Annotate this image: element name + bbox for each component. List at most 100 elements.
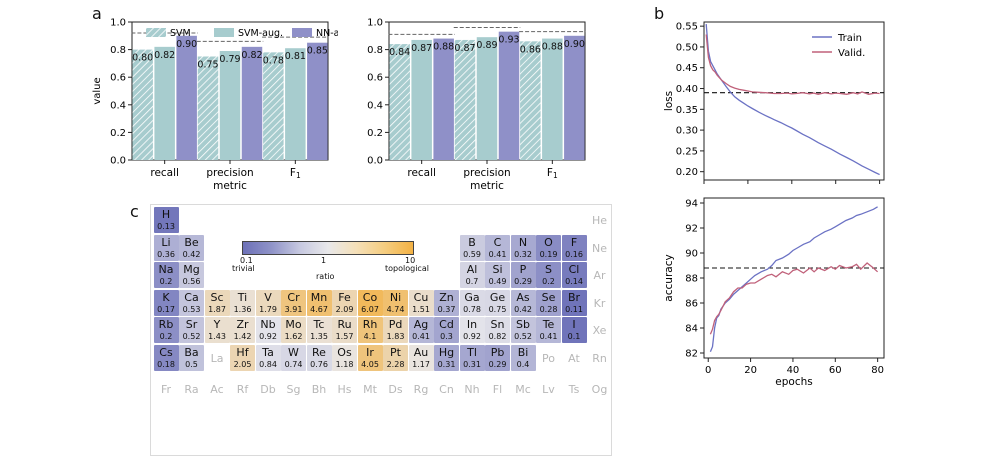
element-ratio: 0.7: [465, 277, 479, 286]
element-symbol: Nh: [464, 383, 480, 396]
element-symbol: Au: [413, 345, 429, 359]
element-Kr: Kr: [587, 290, 612, 316]
element-symbol: Po: [542, 351, 555, 365]
x-tick-label: 60: [829, 365, 842, 376]
y-axis-label: accuracy: [663, 254, 675, 301]
y-tick-label: 0.6: [110, 73, 126, 84]
element-symbol: Na: [158, 263, 174, 276]
element-In: In 0.92: [459, 317, 485, 343]
element-Cd: Cd 0.3: [434, 317, 459, 343]
bar: [433, 38, 454, 160]
element-symbol: Li: [161, 235, 171, 249]
element-Au: Au 1.17: [408, 344, 434, 371]
bar-value-label: 0.88: [542, 42, 563, 53]
element-I: I 0.1: [561, 317, 587, 343]
x-tick-label: F1: [547, 167, 558, 180]
element-ratio: 0.92: [463, 332, 481, 341]
element-symbol: C: [493, 235, 502, 249]
element-Rn: Rn: [587, 345, 612, 371]
element-Ni: Ni 4.74: [383, 289, 408, 316]
bar-value-label: 0.89: [476, 40, 497, 51]
element-Be: Be 0.42: [179, 234, 204, 261]
element-As: As 0.42: [510, 289, 536, 316]
element-symbol: Hs: [337, 383, 352, 396]
bar-value-label: 0.81: [285, 51, 306, 62]
element-Li: Li 0.36: [153, 234, 179, 261]
bar-value-label: 0.78: [263, 55, 284, 66]
y-tick-label: 1.0: [110, 18, 126, 29]
y-tick-label: 0.45: [676, 63, 698, 74]
element-symbol: Br: [567, 290, 581, 304]
y-tick-label: 0.25: [676, 146, 698, 157]
colorbar-label: ratio: [316, 272, 335, 281]
y-tick-label: 0.2: [367, 128, 383, 139]
element-Na: Na 0.2: [153, 262, 179, 288]
element-symbol: Ge: [489, 290, 506, 304]
element-K: K 0.17: [153, 289, 179, 316]
bar: [476, 37, 498, 160]
element-symbol: Cl: [568, 263, 580, 276]
element-Nb: Nb 0.92: [255, 317, 281, 343]
element-Mo: Mo 1.62: [281, 317, 306, 343]
y-tick-label: 88: [685, 274, 698, 285]
element-symbol: Os: [337, 345, 352, 359]
colorbar-right-label: topological: [385, 264, 429, 273]
element-Tl: Tl 0.31: [459, 344, 485, 371]
y-tick-label: 0.2: [110, 128, 126, 139]
element-symbol: Tl: [467, 345, 477, 359]
element-Si: Si 0.49: [485, 262, 510, 288]
element-symbol: H: [161, 208, 171, 221]
y-tick-label: 1.0: [367, 18, 383, 29]
valid-series-line: [705, 34, 880, 95]
element-Hg: Hg 0.31: [434, 344, 459, 371]
x-tick-label: 0: [705, 365, 711, 376]
y-axis-label: loss: [663, 91, 675, 111]
train-series-line: [705, 24, 880, 176]
element-symbol: N: [518, 235, 528, 249]
element-Tc: Tc 1.35: [306, 317, 332, 343]
element-ratio: 4.05: [361, 359, 379, 369]
element-symbol: Fe: [338, 290, 351, 304]
element-ratio: 0.18: [157, 359, 175, 369]
element-ratio: 2.28: [386, 359, 405, 369]
bar-value-label: 0.79: [219, 54, 240, 65]
element-Ca: Ca 0.53: [179, 289, 204, 316]
x-axis-label: epochs: [775, 376, 812, 388]
element-Ag: Ag 0.41: [408, 317, 434, 343]
bar: [176, 35, 197, 160]
element-ratio: 0.59: [463, 249, 481, 259]
element-symbol: Si: [492, 263, 503, 276]
bar-value-label: 0.93: [498, 35, 519, 46]
bar: [498, 31, 520, 160]
element-symbol: Ts: [568, 383, 580, 396]
element-Cs: Cs 0.18: [153, 344, 179, 371]
element-Pd: Pd 1.83: [383, 317, 408, 343]
element-Ds: Ds: [383, 376, 408, 402]
element-symbol: Hg: [438, 345, 455, 359]
element-Ru: Ru 1.57: [332, 317, 357, 343]
element-symbol: As: [516, 290, 530, 304]
element-ratio: 0.41: [539, 332, 558, 341]
element-ratio: 0.41: [488, 249, 507, 259]
element-ratio: 1.18: [335, 359, 354, 369]
element-Sc: Sc 1.87: [204, 289, 230, 316]
element-ratio: 0.32: [514, 249, 532, 259]
element-symbol: Ni: [389, 290, 402, 304]
element-symbol: Sc: [210, 290, 224, 304]
element-Mt: Mt: [358, 376, 383, 402]
element-Sg: Sg: [281, 376, 306, 402]
y-tick-label: 0.8: [110, 45, 126, 56]
y-tick-label: 0.20: [676, 167, 698, 178]
element-ratio: 0.76: [310, 359, 328, 369]
element-symbol: Ta: [262, 345, 274, 359]
element-symbol: Sg: [286, 383, 301, 396]
element-ratio: 1.57: [335, 332, 354, 341]
element-ratio: 0.19: [539, 249, 558, 259]
legend-swatch: [292, 28, 312, 37]
y-tick-label: 0.55: [676, 22, 698, 33]
element-symbol: Tc: [313, 318, 325, 331]
element-symbol: B: [468, 235, 476, 249]
element-Ti: Ti 1.36: [230, 289, 255, 316]
y-tick-label: 0.50: [676, 42, 698, 53]
element-symbol: Ac: [210, 383, 224, 396]
